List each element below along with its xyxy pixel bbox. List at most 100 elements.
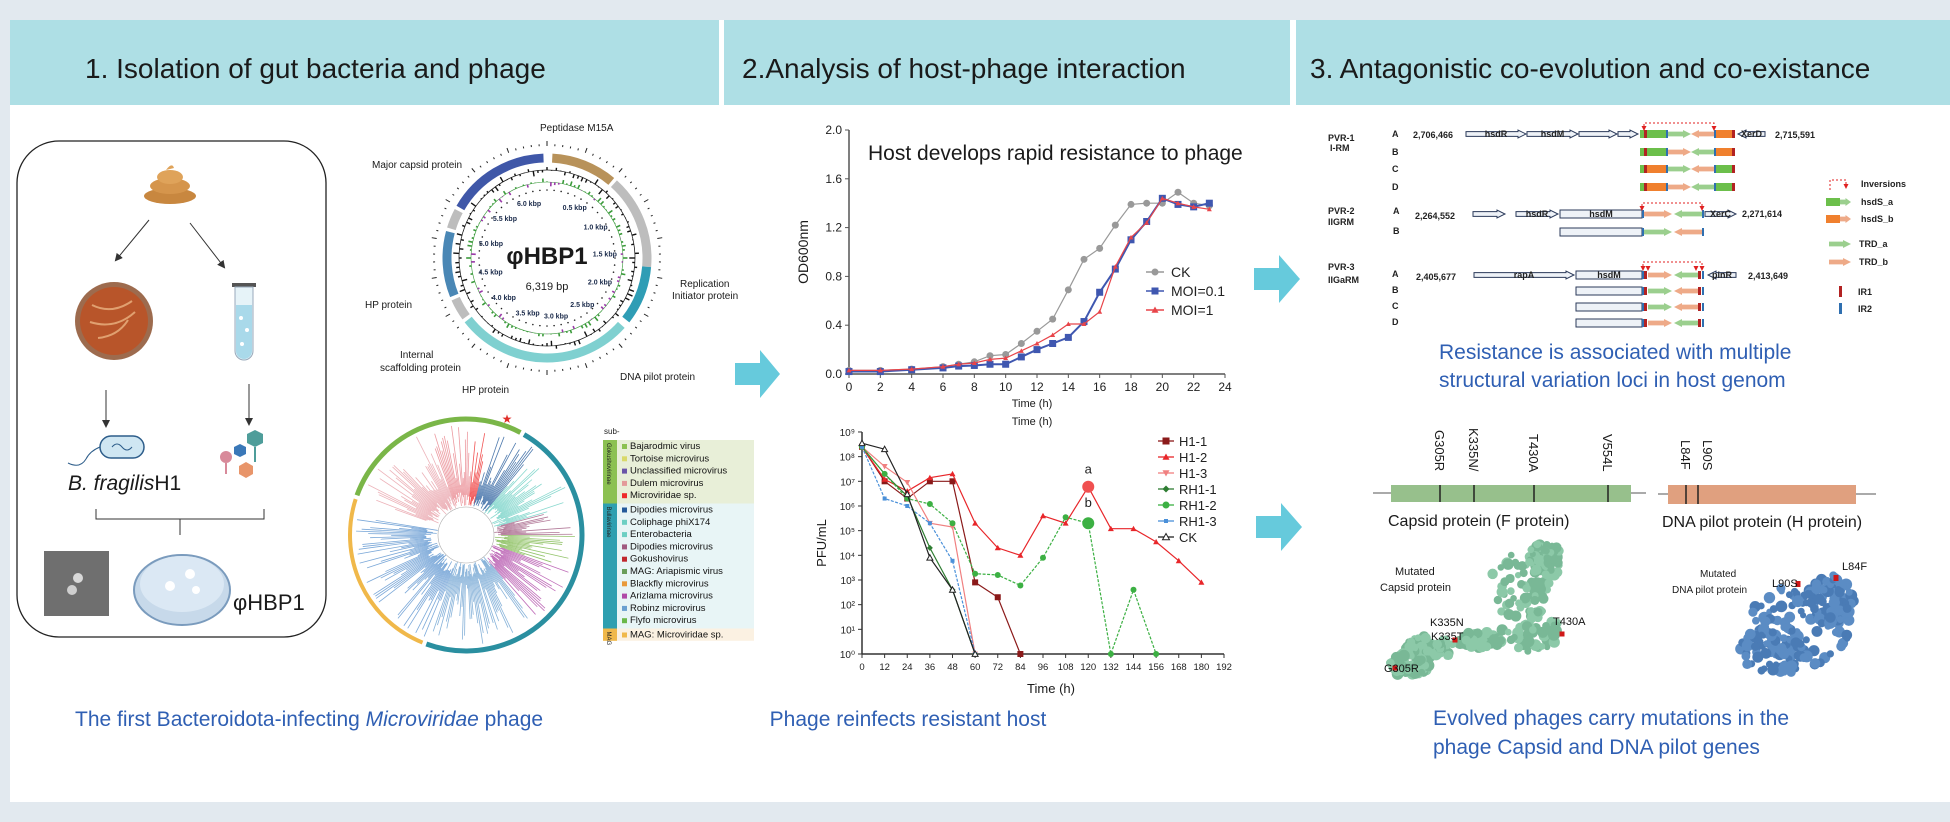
gene-segment [1642,303,1644,311]
gc-skew-peak [491,202,494,205]
tick-mark [657,276,663,279]
gene-label: rapA [1514,270,1535,280]
gc-skew-peak [487,303,491,307]
data-point [949,524,956,531]
tree-branch [496,511,548,527]
surface-atom [1442,635,1450,643]
gene-segment [1714,148,1716,156]
tree-branch [441,450,458,504]
tree-branch [494,536,563,543]
y-tick-label: 0.0 [825,367,842,381]
tick-mark [441,299,444,302]
x-tick-label: 168 [1171,662,1187,673]
surface-atom [1842,603,1852,613]
gene-arrow [1829,240,1851,248]
flow-arrow-icon [1254,255,1300,303]
scale-dot [478,257,480,259]
tree-branch [483,469,505,505]
series-line-RH1-2 [861,446,1157,657]
gc-content-peak [514,337,517,341]
gc-skew-peak [587,321,592,326]
gene-segment [1698,303,1701,311]
arrow-icon [114,219,150,262]
tree-branch [503,554,563,588]
legend-label: RH1-2 [1179,498,1217,513]
tree-branch [492,558,541,602]
gene-segment [1698,287,1701,295]
data-point [949,470,956,477]
gc-content-peak [455,242,461,245]
gc-skew-peak [600,200,605,205]
gene-arrow [1648,271,1672,279]
tree-branch [407,570,445,629]
data-point [1034,341,1040,346]
surface-atom [1802,599,1810,607]
tree-branch [492,469,536,510]
tree-branch [484,572,503,607]
tree-branch [485,464,524,512]
x-tick-label: 84 [1015,662,1026,673]
tree-branch [394,508,427,521]
legend-label: IR1 [1858,287,1872,297]
tree-branch [434,433,455,499]
pilot-gene-label: DNA pilot protein (H protein) [1662,514,1862,531]
tick-mark [650,299,653,302]
row-letter: A [1392,269,1399,279]
tree-branch [475,472,485,503]
gc-content-peak [625,297,630,301]
row-letter: C [1392,301,1399,311]
data-point [987,356,993,362]
surface-atom [1760,648,1772,659]
y-tick-label: 10⁴ [840,551,855,562]
tree-branch [494,496,516,514]
tree-branch [437,569,452,600]
clade-arc-mag [348,498,424,645]
tree-branch [493,547,522,561]
gc-skew-peak [467,244,473,247]
tree-branch [407,563,435,589]
tree-branch [447,486,457,509]
gene-label: XerD [1741,129,1763,139]
mutation-site-label: V554L [1600,434,1615,472]
data-point [1161,532,1171,541]
data-point [881,464,888,470]
surface-atom [1820,586,1828,594]
gc-content-peak [572,174,575,179]
gene-segment [1732,148,1735,156]
gc-skew-peak [480,219,484,222]
locus-type: I-RM [1330,143,1350,153]
scale-dot [487,223,489,225]
mutation-site-marker [1833,575,1839,581]
data-point [1174,188,1182,196]
gc-content-peak [498,183,501,187]
scale-dot [560,323,562,326]
surface-atom [1742,659,1753,669]
data-point [881,476,888,482]
legend-item: MAG: Ariapismic virus [630,566,723,577]
y-tick-label: 10¹ [841,625,856,636]
scale-dot [601,217,603,219]
data-point [881,470,888,477]
tick-mark [479,165,482,168]
tick-mark [431,237,437,240]
row-letter: B [1392,285,1399,295]
tree-branch [451,425,461,493]
surface-atom [1468,638,1480,650]
tree-branch [368,533,432,535]
surface-atom [1519,568,1528,578]
tree-branch [490,555,542,600]
tree-branch [416,563,448,611]
tick-mark [444,207,447,210]
gc-content-peak [616,308,619,311]
gene-segment [1714,183,1716,191]
tree-branch [468,565,474,615]
gc-content-peak [592,328,596,333]
gc-content-peak [612,202,616,205]
y-tick-label: 10⁹ [840,428,855,439]
scale-dot [553,324,555,327]
scale-dot [525,192,527,195]
tick-mark [634,187,638,190]
tree-branch [497,527,571,534]
gc-content-peak [519,337,522,342]
legend-item: Blackfly microvirus [630,578,709,589]
